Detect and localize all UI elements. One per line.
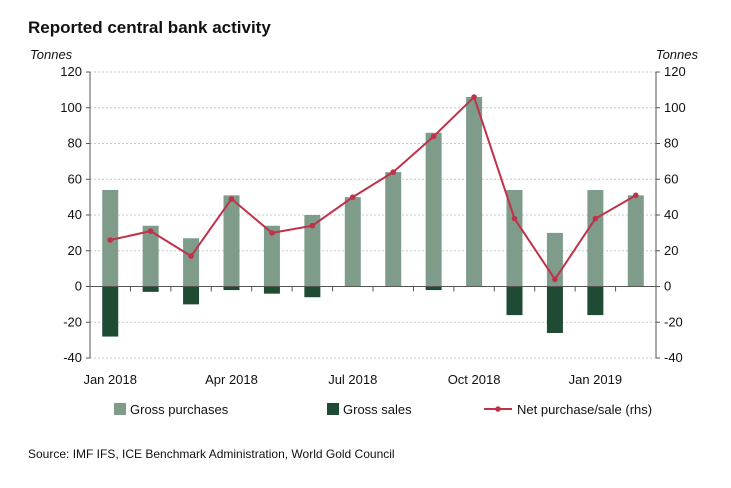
x-tick-label: Apr 2018 bbox=[205, 372, 258, 387]
bar-gross-sales bbox=[263, 286, 280, 294]
y-ticks: -40 -40 -20 -20 0 0 20 20 40 40 60 60 80 80 100 100 120 1… bbox=[60, 64, 685, 365]
y-tick-label-right: 20 bbox=[664, 243, 678, 258]
legend-swatch-gross-purchases bbox=[114, 403, 126, 415]
source-note: Source: IMF IFS, ICE Benchmark Administr… bbox=[28, 447, 395, 461]
bar-gross-sales bbox=[142, 286, 159, 292]
legend-swatch-gross-sales bbox=[327, 403, 339, 415]
y-tick-label-left: 40 bbox=[68, 207, 82, 222]
net-point bbox=[309, 222, 316, 229]
bar-gross-sales bbox=[546, 286, 563, 333]
net-point bbox=[632, 192, 639, 199]
bar-gross-purchases bbox=[385, 172, 402, 287]
bar-gross-purchases bbox=[183, 238, 200, 287]
y-tick-label-left: 100 bbox=[60, 100, 82, 115]
net-point bbox=[430, 133, 437, 140]
net-point bbox=[349, 194, 356, 200]
y-tick-label-right: -40 bbox=[664, 350, 683, 365]
net-point bbox=[228, 196, 235, 202]
y-tick-label-right: 120 bbox=[664, 64, 686, 79]
bar-gross-purchases bbox=[344, 197, 361, 287]
bar-gross-purchases bbox=[506, 189, 523, 287]
bar-gross-sales bbox=[102, 286, 119, 337]
net-point bbox=[188, 253, 194, 259]
left-axis-unit: Tonnes bbox=[30, 47, 73, 62]
bar-gross-sales bbox=[506, 286, 523, 316]
bar-gross-sales bbox=[425, 286, 442, 291]
chart-title: Reported central bank activity bbox=[28, 18, 271, 37]
net-point bbox=[592, 215, 599, 222]
y-tick-label-right: 80 bbox=[664, 136, 678, 151]
net-point bbox=[147, 228, 154, 234]
y-tick-label-left: -20 bbox=[63, 314, 82, 329]
y-tick-label-left: 120 bbox=[60, 64, 82, 79]
bar-gross-purchases bbox=[142, 225, 159, 287]
net-point bbox=[269, 230, 275, 236]
bar-gross-purchases bbox=[223, 195, 240, 287]
net-point bbox=[552, 276, 558, 283]
axes bbox=[86, 71, 660, 359]
x-ticks: Jan 2018 Apr 2018 Jul 2018 Oct 2018 Jan 2019 bbox=[83, 372, 622, 387]
bar-gross-purchases bbox=[627, 195, 644, 287]
net-point bbox=[390, 169, 397, 175]
zero-line bbox=[89, 286, 657, 292]
y-tick-label-left: 20 bbox=[68, 243, 82, 258]
y-tick-label-left: 80 bbox=[68, 136, 82, 151]
bars bbox=[102, 97, 644, 337]
y-tick-label-left: 0 bbox=[75, 279, 82, 294]
x-tick-label: Oct 2018 bbox=[448, 372, 501, 387]
net-point bbox=[511, 215, 518, 222]
bar-gross-purchases bbox=[304, 215, 321, 287]
bar-gross-sales bbox=[587, 286, 604, 316]
legend-label-gross-purchases: Gross purchases bbox=[130, 402, 229, 417]
x-tick-label: Jan 2019 bbox=[569, 372, 623, 387]
x-tick-label: Jul 2018 bbox=[328, 372, 377, 387]
net-point bbox=[107, 237, 114, 243]
bar-gross-purchases bbox=[587, 189, 604, 287]
y-tick-label-right: -20 bbox=[664, 314, 683, 329]
bar-gross-sales bbox=[304, 286, 321, 298]
net-line bbox=[107, 94, 639, 283]
legend-label-net: Net purchase/sale (rhs) bbox=[517, 402, 652, 417]
y-tick-label-right: 0 bbox=[664, 279, 671, 294]
y-tick-label-right: 60 bbox=[664, 171, 678, 186]
bar-gross-purchases bbox=[466, 97, 483, 287]
bar-gross-purchases bbox=[425, 132, 442, 287]
right-axis-unit: Tonnes bbox=[656, 47, 699, 62]
legend: Gross purchases Gross sales Net purchase/s… bbox=[114, 402, 652, 417]
y-tick-label-left: 60 bbox=[68, 171, 82, 186]
x-tick-label: Jan 2018 bbox=[83, 372, 137, 387]
gridlines bbox=[90, 71, 656, 359]
net-point bbox=[471, 94, 477, 100]
y-tick-label-right: 100 bbox=[664, 100, 686, 115]
net-purchase-line bbox=[109, 95, 637, 282]
bar-gross-purchases bbox=[263, 225, 280, 287]
legend-label-gross-sales: Gross sales bbox=[343, 402, 412, 417]
y-tick-label-left: -40 bbox=[63, 350, 82, 365]
y-tick-label-right: 40 bbox=[664, 207, 678, 222]
bar-gross-sales bbox=[223, 286, 240, 291]
bar-gross-sales bbox=[183, 286, 200, 305]
